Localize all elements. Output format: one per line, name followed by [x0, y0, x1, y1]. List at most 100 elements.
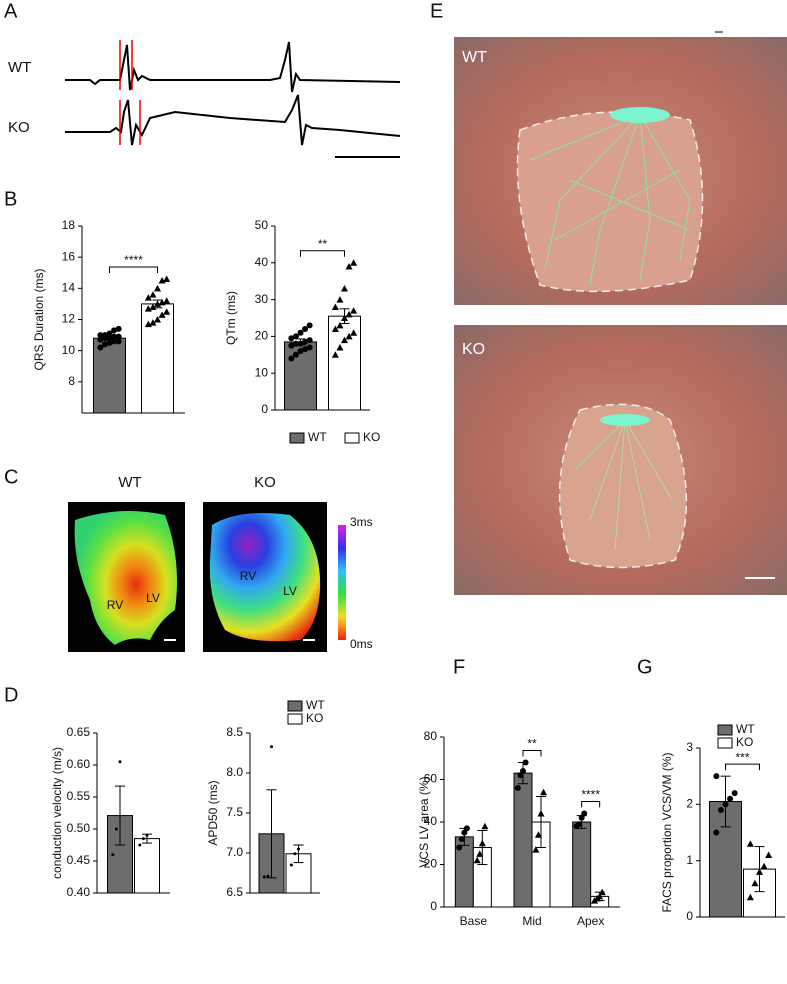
data-point [532, 846, 540, 853]
data-point [297, 329, 304, 336]
legend-swatch [344, 432, 360, 444]
data-point [596, 892, 604, 900]
row-label: WT [8, 59, 31, 76]
y-tick-label: 80 [424, 729, 438, 743]
data-point [481, 822, 489, 830]
region-label: RV [240, 569, 256, 583]
data-point [149, 291, 157, 298]
scale-label: 0ms [350, 637, 373, 651]
y-tick-label: 10 [62, 343, 76, 357]
data-point [751, 879, 759, 887]
panel-label: C [4, 466, 18, 488]
data-point [345, 262, 353, 270]
y-axis-label: FACS proportion VCS/VM (%) [660, 752, 674, 912]
data-point [713, 829, 720, 836]
data-point [154, 316, 161, 323]
data-point [115, 333, 122, 340]
data-point [540, 788, 548, 796]
data-point [106, 335, 113, 342]
legend-swatch [287, 700, 303, 712]
data-point [746, 840, 754, 847]
y-tick-label: 20 [255, 329, 269, 343]
data-point [289, 863, 293, 867]
data-point [114, 827, 118, 831]
conduction-network [529, 114, 691, 286]
data-point [534, 831, 542, 838]
significance-bracket [300, 250, 345, 257]
data-point [473, 856, 481, 864]
y-tick-label: 50 [255, 218, 269, 232]
y-axis-label: QRS Duration (ms) [32, 268, 46, 370]
ecg-trace [65, 41, 401, 93]
y-tick-label: 60 [424, 772, 438, 786]
legend-label: WT [308, 430, 327, 444]
data-point [302, 338, 309, 345]
data-point [115, 338, 122, 345]
significance-label: ** [318, 237, 328, 251]
y-tick-label: 0.40 [67, 885, 91, 899]
data-point [476, 850, 484, 857]
outline [558, 403, 688, 569]
significance-label: *** [735, 750, 749, 764]
data-point [97, 336, 104, 343]
data-point [350, 259, 358, 266]
color-scale [338, 525, 346, 640]
data-point [101, 332, 108, 339]
data-point [760, 862, 768, 870]
data-point [331, 351, 339, 358]
data-point [297, 348, 304, 355]
x-tick-label: Base [460, 914, 488, 928]
data-point [163, 297, 171, 304]
y-tick-label: 30 [255, 292, 269, 306]
y-tick-label: 0.65 [67, 725, 91, 739]
y-tick-label: 2 [686, 797, 693, 811]
y-axis-label: conduction velocity (m/s) [50, 747, 64, 879]
data-point [144, 294, 152, 301]
data-point [297, 340, 304, 347]
data-point [163, 308, 171, 315]
activation-map [74, 511, 178, 645]
legend-label: WT [736, 722, 755, 736]
y-tick-label: 0 [430, 899, 437, 913]
bundle [600, 414, 650, 426]
bar [513, 772, 533, 908]
y-tick-label: 0.55 [67, 789, 91, 803]
data-point [145, 833, 149, 837]
data-point [341, 336, 348, 344]
data-point [297, 847, 300, 851]
legend-swatch [287, 713, 303, 725]
data-point [765, 851, 773, 859]
data-point [163, 275, 171, 282]
data-point [306, 322, 313, 329]
data-point [270, 745, 273, 749]
data-point [350, 307, 358, 314]
data-point [302, 326, 309, 333]
y-tick-label: 0.50 [67, 821, 91, 835]
legend-label: WT [306, 698, 325, 712]
data-point [149, 319, 157, 326]
data-point [111, 327, 118, 334]
data-point [97, 332, 104, 339]
data-point [101, 341, 108, 348]
y-tick-label: 6.5 [226, 885, 243, 899]
data-point [331, 325, 339, 333]
y-tick-label: 7.0 [226, 845, 243, 859]
significance-bracket [725, 763, 760, 771]
bar [572, 821, 592, 908]
y-tick-label: 12 [62, 312, 76, 326]
bar [93, 337, 126, 414]
y-tick-label: 8.5 [226, 725, 243, 739]
y-tick-label: 7.5 [226, 805, 243, 819]
data-point [266, 874, 270, 878]
data-point [138, 843, 142, 847]
y-tick-label: 0 [686, 909, 693, 923]
panel-label: G [637, 656, 653, 678]
significance-bracket [522, 750, 542, 757]
data-point [306, 337, 313, 344]
data-point [537, 810, 545, 817]
y-tick-label: 20 [424, 857, 438, 871]
legend-swatch [717, 737, 733, 749]
y-axis-label: APD50 (ms) [206, 780, 220, 845]
y-axis-label: VCS LV area (%) [417, 776, 431, 867]
